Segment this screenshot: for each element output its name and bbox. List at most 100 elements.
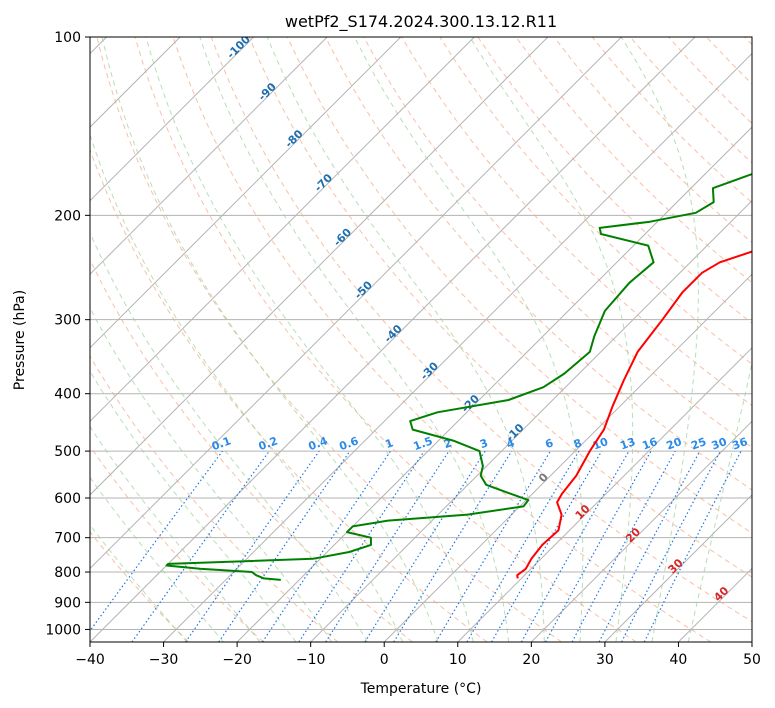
moist-adiabat-line	[266, 37, 545, 642]
plot-frame	[89, 36, 753, 643]
x-tick-label: 50	[743, 652, 761, 668]
dry-adiabat-line	[90, 531, 190, 642]
y-tick-label: 600	[54, 491, 81, 507]
dry-adiabat-line	[210, 37, 752, 623]
dry-adiabat-line	[515, 37, 752, 284]
mixing-ratio-line	[90, 450, 223, 632]
dry-adiabat-line	[90, 355, 339, 642]
x-tick-label: 40	[670, 652, 688, 668]
mixing-ratio-label: 0.6	[337, 434, 360, 453]
mixing-ratio-label: 0.4	[307, 434, 330, 453]
y-tick-label: 400	[54, 387, 81, 403]
mixing-ratio-line	[325, 450, 450, 642]
isotherm-line	[90, 37, 696, 642]
dewpoint-profile	[165, 172, 752, 581]
x-tick-label: 20	[522, 652, 540, 668]
y-tick-label: 900	[54, 595, 81, 611]
moist-adiabat-line	[101, 37, 439, 642]
isotherm-line	[90, 37, 475, 423]
mixing-ratio-line	[393, 450, 513, 642]
dry-adiabat-line	[172, 37, 712, 642]
mixing-ratio-label: 0.1	[210, 434, 233, 453]
isotherm-line	[530, 420, 752, 642]
x-tick-label: −40	[75, 652, 105, 668]
background-lines	[90, 37, 752, 642]
isotherm-line	[236, 126, 752, 642]
moist-adiabat-line	[145, 37, 474, 642]
isotherm-line	[457, 347, 752, 642]
dry-adiabat-line	[439, 37, 752, 365]
dry-adiabat-line	[90, 258, 413, 642]
y-tick-label: 800	[54, 565, 81, 581]
mixing-ratio-label: 2	[442, 436, 454, 451]
mixing-ratio-line	[545, 450, 652, 642]
moist-adiabat-line	[354, 37, 584, 642]
dry-adiabat-line	[286, 37, 752, 534]
mixing-ratio-label: 20	[665, 435, 684, 453]
y-tick-label: 100	[54, 30, 81, 46]
moist-adiabat-line	[90, 524, 188, 642]
mixing-ratio-label: 3	[478, 436, 490, 451]
mixing-ratio-line	[643, 450, 742, 642]
y-axis-title: Pressure (hPa)	[12, 290, 28, 390]
x-tick-label: −20	[222, 652, 252, 668]
chart-title: wetPf2_S174.2024.300.13.12.R11	[285, 12, 557, 32]
moist-adiabat-line	[90, 476, 224, 642]
dry-adiabat-line	[90, 148, 488, 642]
mixing-ratio-label: 30	[710, 435, 729, 453]
plot-area: 0.1 0.2 0.4 0.6 1 1.5 2 3 4 6 8 10 13 16 20 25 30 36-100-…	[89, 36, 753, 643]
mixing-ratio-line	[298, 450, 425, 642]
mixing-ratio-label: 16	[640, 435, 659, 453]
x-axis-title: Temperature (°C)	[360, 681, 482, 697]
moist-adiabat-line	[90, 231, 368, 642]
isotherm-line	[90, 37, 622, 570]
mixing-ratio-line	[185, 450, 320, 642]
mixing-ratio-label: 1.5	[412, 434, 435, 453]
profiles	[165, 172, 752, 581]
isotherm-line	[383, 273, 752, 642]
isotherm-line	[604, 494, 752, 642]
moist-adiabat-line	[620, 37, 699, 642]
mixing-ratio-label: 36	[730, 435, 749, 453]
mixing-ratio-label: 1	[384, 436, 396, 451]
y-tick-label: 300	[54, 313, 81, 329]
y-tick-label: 500	[54, 444, 81, 460]
y-axis: 100 200 300 400 500 600 700 800 900 1000	[45, 30, 90, 638]
mixing-ratio-line	[520, 450, 630, 642]
dry-adiabat-line	[96, 37, 562, 642]
isotherm-line	[163, 52, 752, 642]
mixing-ratio-line	[261, 450, 391, 642]
isotherm-line	[90, 37, 549, 496]
y-tick-label: 1000	[45, 622, 81, 638]
mixing-ratio-line	[218, 450, 351, 642]
dry-adiabat-line	[248, 37, 752, 578]
x-tick-label: −30	[149, 652, 179, 668]
mixing-ratio-label: 25	[689, 435, 708, 452]
moist-adiabat-line	[90, 425, 261, 642]
x-tick-label: 30	[596, 652, 614, 668]
mixing-ratio-line	[571, 450, 676, 642]
temperature-profile	[516, 250, 752, 579]
mixing-ratio-line	[131, 450, 270, 642]
isotherm-line	[90, 37, 328, 275]
moist-adiabat-line	[90, 370, 297, 642]
dry-adiabat-line	[134, 37, 637, 642]
x-tick-label: 0	[380, 652, 389, 668]
y-tick-label: 200	[54, 208, 81, 224]
isotherm-line	[90, 37, 402, 349]
mixing-ratio-label: 4	[505, 436, 517, 451]
mixing-ratio-label: 13	[618, 435, 637, 452]
mixing-ratio-label: 0.2	[257, 434, 280, 453]
moist-adiabat-line	[90, 133, 404, 642]
mixing-ratio-label: 6	[543, 436, 555, 451]
y-tick-label: 700	[54, 531, 81, 547]
x-axis: −40 −30 −20 −10 0 10 20 30 40 50	[75, 642, 761, 668]
dry-adiabat-line	[90, 445, 264, 642]
mixing-ratio-label: 10	[591, 435, 610, 453]
isotherm-line	[90, 37, 255, 202]
mixing-ratio-label: 8	[572, 436, 584, 451]
x-tick-label: 10	[449, 652, 467, 668]
dry-adiabat-line	[401, 37, 752, 407]
